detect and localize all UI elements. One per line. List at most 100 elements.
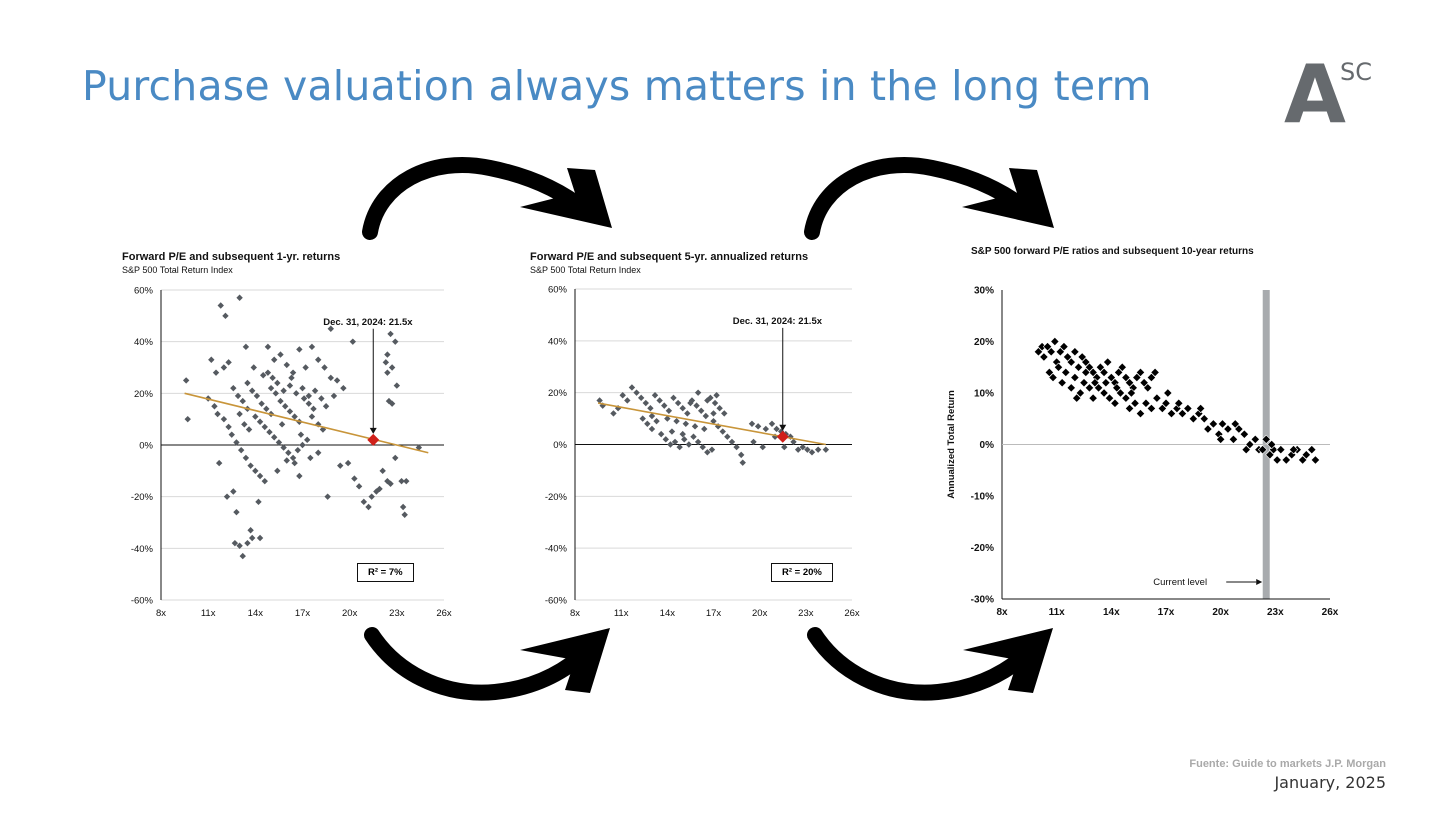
chart-plot: 60% 40% 20% 0% -20% -40% -60%8x 11x 14x 17x 20x 23x…	[545, 285, 860, 620]
x-tick-label: 20x	[752, 608, 768, 619]
data-point	[286, 382, 294, 389]
arrow-bottom-left-curve	[364, 627, 596, 701]
data-point	[724, 433, 731, 440]
r-squared-box: R² = 7%	[357, 563, 414, 582]
source-note: Fuente: Guide to markets J.P. Morgan	[1189, 758, 1386, 770]
data-point	[728, 438, 736, 446]
data-point	[762, 425, 770, 433]
chart-5yr-returns: Forward P/E and subsequent 5-yr. annuali…	[530, 251, 870, 621]
data-point	[1141, 398, 1151, 408]
y-tick-label: -60%	[131, 596, 154, 607]
highlight-label: Dec. 31, 2024: 21.5x	[733, 316, 823, 327]
y-tick-label: -20%	[545, 492, 568, 503]
data-point	[264, 343, 272, 351]
data-point	[1272, 455, 1282, 465]
data-point	[711, 399, 719, 407]
data-point	[639, 415, 646, 422]
data-point	[244, 539, 251, 547]
y-tick-label: -40%	[545, 544, 568, 555]
data-point	[697, 407, 705, 415]
x-tick-label: 8x	[156, 608, 166, 619]
data-point	[1057, 378, 1067, 388]
data-point	[256, 534, 264, 542]
data-point	[1104, 393, 1115, 403]
data-point	[619, 392, 626, 399]
data-point	[297, 431, 305, 438]
data-point	[651, 392, 659, 399]
data-point	[252, 467, 259, 475]
data-point	[648, 412, 656, 420]
data-point	[624, 397, 631, 404]
data-point	[259, 372, 267, 379]
data-point	[1072, 393, 1082, 403]
data-point	[1177, 408, 1188, 419]
data-point	[1301, 450, 1311, 460]
data-point	[1188, 414, 1198, 424]
chart-title: S&P 500 forward P/E ratios and subsequen…	[971, 246, 1254, 257]
data-point	[1195, 403, 1206, 414]
data-point	[1161, 398, 1171, 408]
y-tick-label: -30%	[971, 595, 994, 606]
data-point	[351, 475, 358, 482]
y-tick-label: 60%	[134, 286, 154, 297]
data-point	[307, 454, 314, 462]
logo-letter: A	[1284, 48, 1346, 141]
data-point	[1126, 388, 1137, 398]
data-point	[285, 449, 292, 456]
data-point	[388, 400, 396, 407]
data-point	[610, 410, 617, 417]
x-tick-label: 17x	[1158, 607, 1175, 618]
x-tick-label: 17x	[295, 608, 311, 619]
y-tick-label: -40%	[131, 544, 154, 555]
data-point	[247, 527, 254, 534]
data-point	[330, 392, 338, 400]
x-tick-label: 20x	[342, 608, 358, 619]
data-point	[241, 421, 248, 428]
data-point	[182, 377, 190, 384]
data-point	[1267, 439, 1277, 450]
y-tick-label: 0%	[553, 440, 567, 451]
data-point	[1112, 383, 1122, 393]
data-point	[304, 436, 311, 444]
data-point	[1261, 434, 1271, 444]
data-point	[1099, 388, 1109, 398]
x-tick-label: 26x	[844, 608, 860, 619]
data-point	[657, 430, 665, 438]
y-tick-label: 0%	[980, 440, 995, 451]
chart-plot: 60% 40% 20% 0% -20% -40% -60%8x 11x 14x 17x 20x 23x…	[131, 286, 452, 620]
data-point	[256, 472, 264, 480]
data-point	[300, 395, 308, 402]
data-point	[248, 534, 256, 542]
data-point	[699, 443, 706, 451]
data-point	[368, 493, 375, 500]
data-point	[208, 356, 215, 363]
data-point	[1203, 424, 1213, 434]
data-point	[704, 397, 711, 404]
data-point	[1208, 419, 1219, 429]
data-point	[1090, 378, 1100, 388]
data-point	[289, 454, 297, 462]
data-point	[1050, 336, 1060, 347]
data-point	[1073, 362, 1084, 372]
data-point	[681, 436, 688, 443]
data-point	[1130, 398, 1140, 408]
chart-subtitle: S&P 500 Total Return Index	[530, 265, 641, 275]
data-point	[647, 405, 654, 412]
data-point	[1217, 419, 1228, 429]
data-point	[679, 430, 686, 438]
x-tick-label: 23x	[798, 608, 814, 619]
data-point	[222, 312, 229, 320]
data-point	[184, 415, 191, 423]
data-point	[327, 374, 334, 382]
x-tick-label: 26x	[1322, 607, 1339, 618]
data-point	[234, 392, 242, 400]
data-point	[679, 405, 686, 412]
data-point	[814, 446, 822, 453]
y-tick-label: 30%	[974, 286, 994, 297]
data-point	[255, 498, 262, 506]
data-point	[401, 511, 408, 518]
y-tick-label: 20%	[548, 388, 568, 399]
data-point	[1163, 388, 1173, 398]
x-tick-label: 17x	[706, 608, 722, 619]
